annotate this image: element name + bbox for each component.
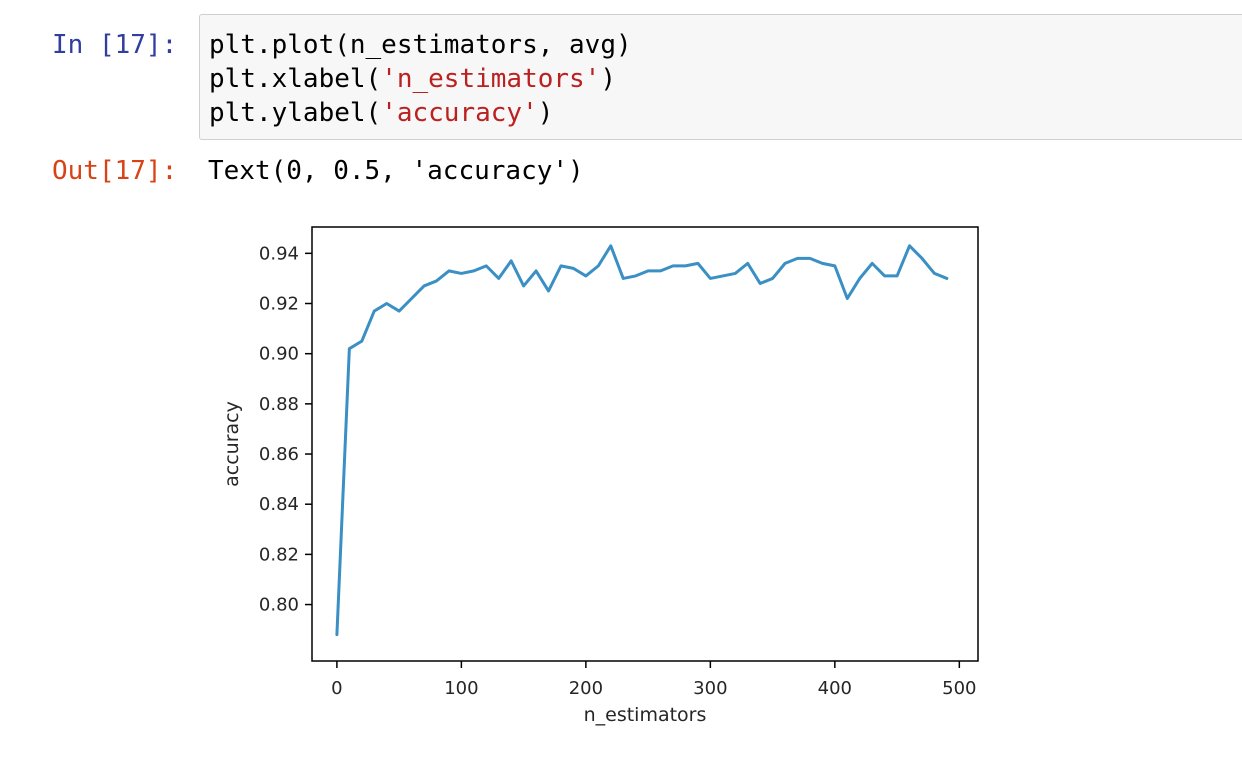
input-prompt: In [17]:	[52, 30, 178, 60]
code-string: 'accuracy'	[381, 98, 538, 128]
x-tick-label: 200	[569, 678, 603, 699]
y-tick-label: 0.94	[259, 243, 299, 264]
code-text: plt.ylabel(	[209, 98, 382, 128]
plot-frame	[311, 226, 979, 662]
y-tick-label: 0.90	[259, 344, 299, 365]
x-axis-label: n_estimators	[584, 704, 707, 726]
x-tick-label: 400	[818, 678, 852, 699]
y-tick-label: 0.88	[259, 394, 299, 415]
y-tick-label: 0.82	[259, 544, 299, 565]
code-text: )	[600, 64, 616, 94]
y-tick-label: 0.84	[259, 494, 299, 515]
line-chart: 0 100 200 300 400 500 0.80 0.82 0.84 0.86 0.88 0.90…	[221, 226, 979, 726]
series-line	[335, 244, 949, 637]
y-tick-label: 0.80	[259, 595, 299, 616]
y-tick-label: 0.92	[259, 294, 299, 315]
code-line: plt.plot(n_estimators, avg)	[209, 28, 1242, 62]
x-tick-label: 0	[331, 678, 342, 699]
x-tick-label: 300	[693, 678, 727, 699]
code-text: plt.plot(n_estimators, avg)	[209, 30, 632, 60]
code-text: )	[537, 98, 554, 128]
output-prompt: Out[17]:	[52, 156, 178, 186]
code-line: plt.ylabel('accuracy')	[209, 96, 1242, 130]
code-text: plt.xlabel(	[209, 64, 382, 94]
code-line: plt.xlabel('n_estimators')	[209, 62, 1242, 96]
x-tick-label: 100	[444, 678, 478, 699]
output-text: Text(0, 0.5, 'accuracy')	[208, 156, 584, 186]
x-tick-label: 500	[942, 678, 976, 699]
code-string: 'n_estimators'	[381, 64, 601, 94]
y-axis-label: accuracy	[221, 401, 243, 487]
output-plot: 0 100 200 300 400 500 0.80 0.82 0.84 0.86 0.88 0.90…	[210, 205, 1010, 765]
code-cell-input[interactable]: plt.plot(n_estimators, avg) plt.xlabel('…	[199, 14, 1242, 140]
y-tick-label: 0.86	[259, 444, 299, 465]
